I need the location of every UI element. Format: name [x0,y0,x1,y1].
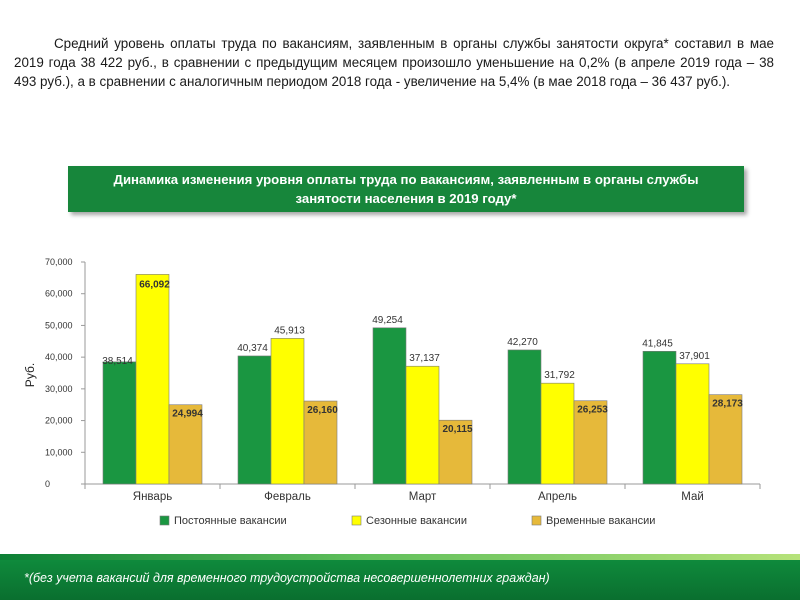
bar [573,400,608,485]
bar [507,349,542,485]
legend-label: Сезонные вакансии [366,515,467,527]
bar [237,355,272,485]
legend-swatch [159,515,170,526]
legend-label: Постоянные вакансии [174,515,287,527]
data-label: 45,913 [274,325,305,336]
data-label: 26,253 [577,405,608,416]
intro-paragraph: Средний уровень оплаты труда по вакансия… [14,36,774,89]
data-label: 41,845 [642,338,673,349]
legend-swatch [351,515,362,526]
data-label: 26,160 [307,405,338,416]
footer-bar [0,560,800,600]
bars [102,274,743,485]
data-label: 40,374 [237,343,268,354]
legend-swatch [531,515,542,526]
data-label: 49,254 [372,315,403,326]
data-label: 42,270 [507,337,538,348]
chart-container: 0 10,000 20,000 30,000 40,000 50,000 60,000 70,… [0,240,800,540]
chart-title: Динамика изменения уровня оплаты труда п… [113,172,699,206]
y-tick-label: 30,000 [45,384,73,394]
y-tick-label: 0 [45,479,50,489]
data-label: 37,137 [409,353,440,364]
bar [168,404,203,485]
bar [642,350,677,485]
footnote: *(без учета вакансий для временного труд… [24,571,550,585]
data-label: 66,092 [139,279,170,290]
x-axis: Январь Февраль Март Апрель Май [84,483,761,503]
bar [708,394,743,485]
data-label: 31,792 [544,370,575,381]
y-tick-label: 40,000 [45,352,73,362]
y-axis: 0 10,000 20,000 30,000 40,000 50,000 60,000 70,… [23,257,86,489]
data-label: 20,115 [442,424,472,435]
bar [303,400,338,485]
data-label: 38,514 [102,356,133,367]
bar-labels: 38,514 40,374 49,254 42,270 41,845 66,092 45,9… [102,279,743,435]
bar [438,419,473,485]
chart-title-banner: Динамика изменения уровня оплаты труда п… [68,166,744,212]
y-tick-label: 10,000 [45,447,73,457]
bar [372,327,407,485]
x-tick-label: Март [409,491,437,503]
y-tick-label: 60,000 [45,289,73,299]
data-label: 28,173 [712,399,743,410]
legend-label: Временные вакансии [546,515,655,527]
bar [405,365,440,485]
data-label: 24,994 [172,409,203,420]
x-tick-label: Апрель [538,491,577,503]
footer-stripe [0,554,800,562]
y-tick-label: 50,000 [45,320,73,330]
bar-chart: 0 10,000 20,000 30,000 40,000 50,000 60,000 70,… [23,257,761,527]
y-axis-label: Руб. [23,363,37,387]
y-tick-label: 70,000 [45,257,73,267]
bar [540,382,575,485]
bar [102,361,137,485]
bar [135,274,170,485]
legend: Постоянные вакансии Сезонные вакансии Врем… [159,515,655,527]
data-label: 37,901 [679,351,710,362]
y-tick-label: 20,000 [45,416,73,426]
x-tick-label: Май [681,491,704,503]
x-tick-label: Январь [133,491,172,503]
bar [675,363,710,485]
bar [270,338,305,485]
x-tick-label: Февраль [264,491,311,503]
